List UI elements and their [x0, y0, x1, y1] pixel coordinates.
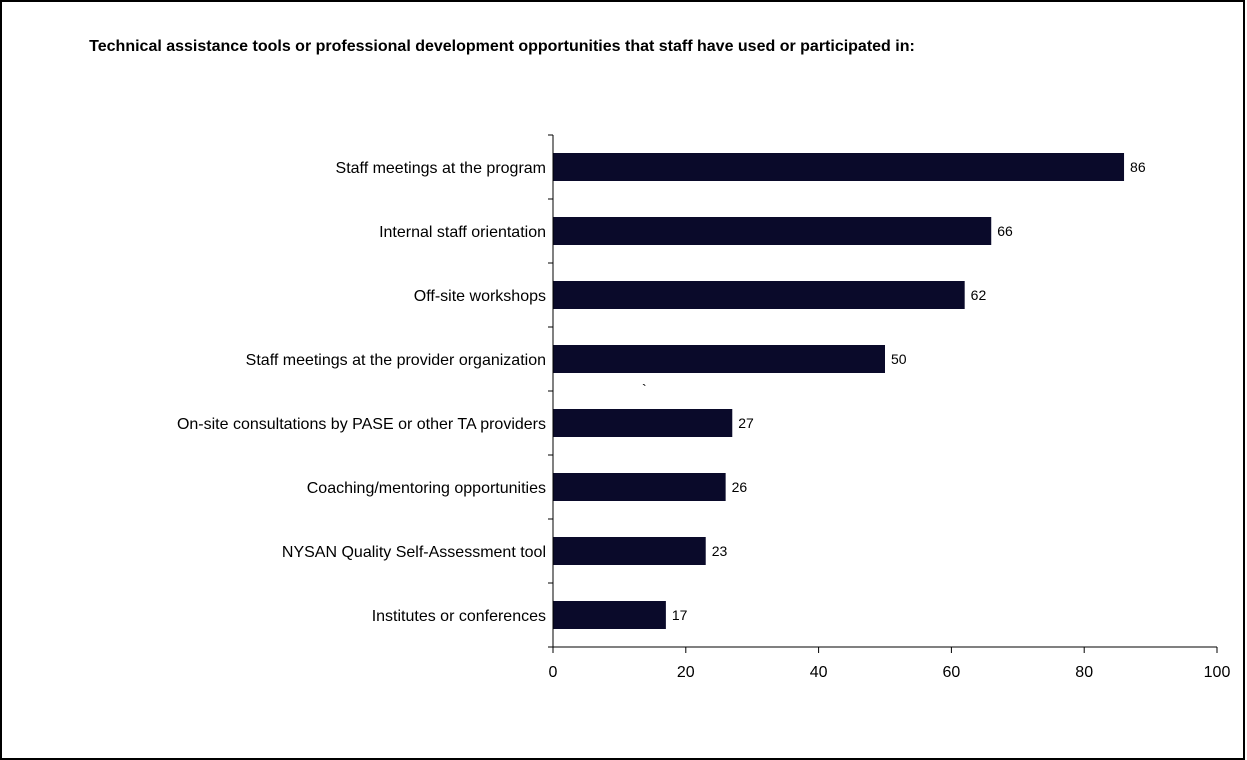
stray-mark: ` — [642, 381, 647, 397]
data-label: 66 — [997, 223, 1013, 239]
category-label: Internal staff orientation — [379, 224, 546, 241]
bar-8 — [553, 601, 666, 629]
data-label: 50 — [891, 351, 907, 367]
x-tick-label: 60 — [943, 664, 961, 681]
bar-3 — [553, 281, 965, 309]
data-label: 23 — [712, 543, 728, 559]
x-tick-label: 80 — [1075, 664, 1093, 681]
category-label: Off-site workshops — [414, 288, 546, 305]
bar-6 — [553, 473, 726, 501]
category-label: Institutes or conferences — [372, 608, 546, 625]
data-label: 26 — [732, 479, 748, 495]
bar-4 — [553, 345, 885, 373]
x-tick-label: 100 — [1204, 664, 1231, 681]
category-label: Staff meetings at the provider organizat… — [246, 352, 546, 369]
data-label: 86 — [1130, 159, 1146, 175]
bar-7 — [553, 537, 706, 565]
category-label: Staff meetings at the program — [336, 160, 546, 177]
bar-2 — [553, 217, 992, 245]
bars-group — [553, 153, 1125, 629]
category-label: On-site consultations by PASE or other T… — [177, 416, 546, 433]
bar-5 — [553, 409, 733, 437]
category-label: Coaching/mentoring opportunities — [307, 480, 546, 497]
category-label: NYSAN Quality Self-Assessment tool — [282, 544, 546, 561]
data-label: 17 — [672, 607, 688, 623]
data-label: 62 — [971, 287, 987, 303]
x-tick-labels-group: 0 20 40 60 80 100 — [549, 664, 1231, 681]
x-tick-label: 0 — [549, 664, 558, 681]
axes-group — [548, 134, 1218, 653]
x-tick-label: 20 — [677, 664, 695, 681]
chart-title: Technical assistance tools or profession… — [89, 38, 915, 55]
data-label: 27 — [738, 415, 754, 431]
x-tick-label: 40 — [810, 664, 828, 681]
category-labels-group: Staff meetings at the program Internal st… — [177, 160, 546, 625]
data-labels-group: 86 66 62 50 27 26 23 17 — [672, 159, 1146, 623]
bar-1 — [553, 153, 1125, 181]
